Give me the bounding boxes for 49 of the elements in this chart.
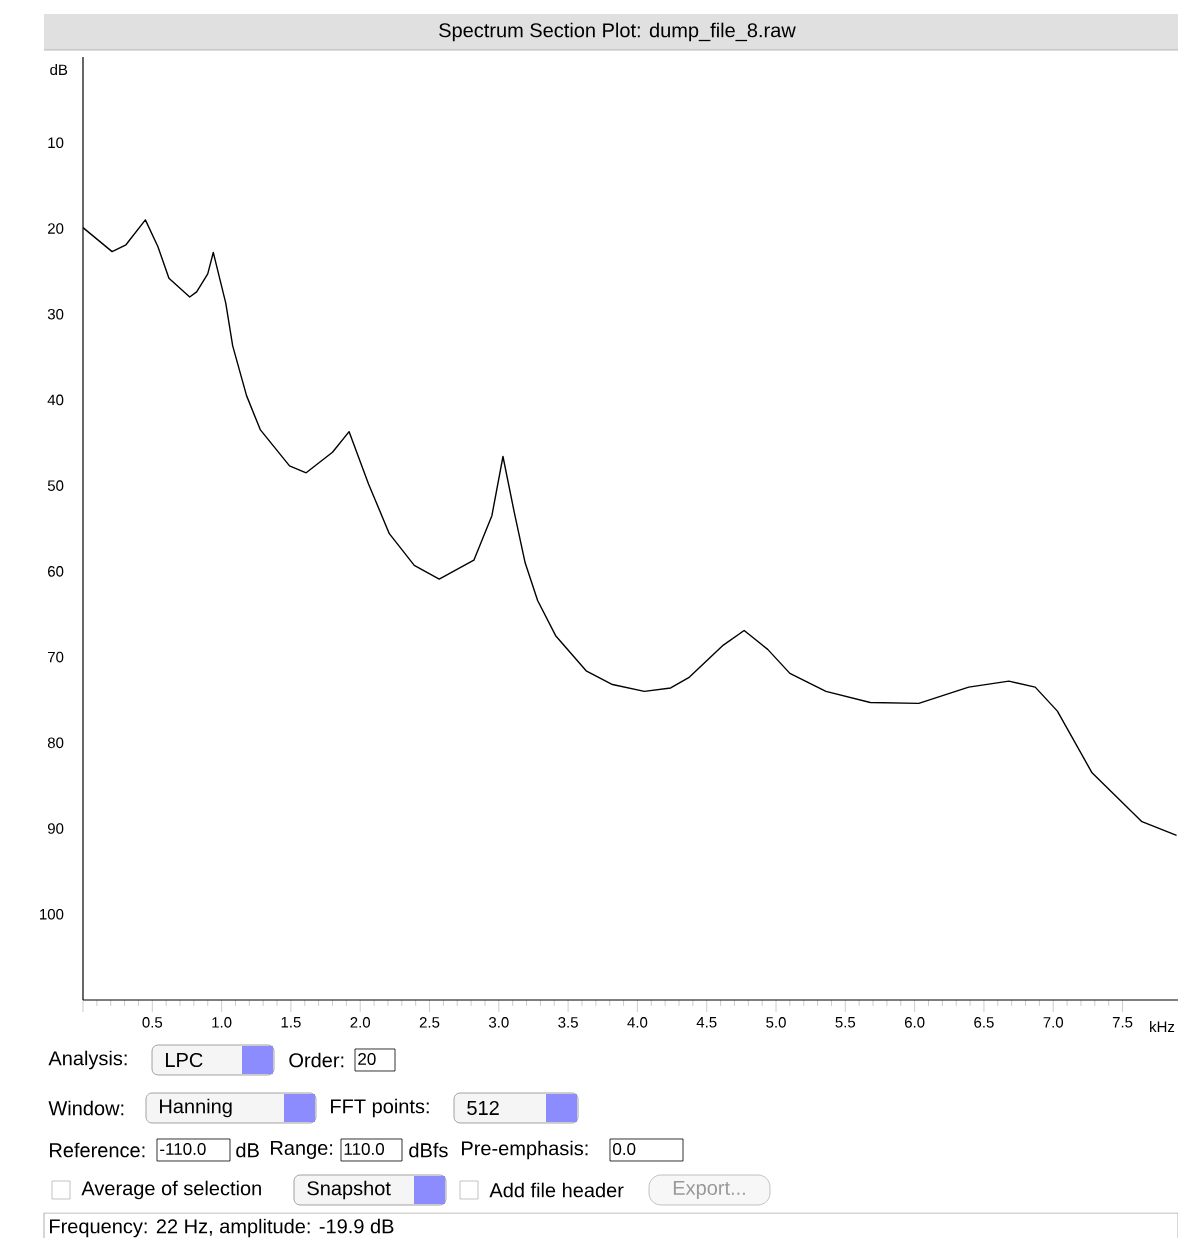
x-tick-label: 5.0: [766, 1017, 786, 1028]
x-axis-title: kHz: [1150, 1021, 1175, 1032]
x-tick-label: 5.5: [835, 1017, 856, 1028]
text: Analysis:: [48, 1050, 127, 1070]
text: LPC: [166, 1052, 203, 1068]
y-tick-label: 20: [48, 223, 64, 234]
x-tick-label: 3.0: [488, 1017, 509, 1028]
x-tick-label: 1.0: [212, 1017, 232, 1028]
text: dB: [236, 1142, 259, 1158]
text: FFT points:: [331, 1098, 429, 1118]
y-tick-label: 70: [48, 651, 64, 663]
text: 20: [358, 1052, 376, 1065]
text: dBfs: [409, 1142, 448, 1158]
y-tick-label: 10: [48, 137, 64, 149]
x-tick-label: 4.5: [696, 1017, 717, 1028]
x-tick-label: 2.0: [350, 1017, 371, 1028]
y-tick-label: 100: [40, 908, 64, 920]
x-tick-label: 6.5: [974, 1017, 994, 1028]
x-tick-label: 7.5: [1112, 1017, 1133, 1028]
text: Range:: [271, 1141, 333, 1159]
text: Order:: [289, 1052, 344, 1068]
text: 110.0: [344, 1142, 385, 1155]
y-tick-label: 90: [47, 823, 64, 834]
text: Pre-emphasis:: [462, 1140, 588, 1160]
text: Frequency: 22 Hz, amplitude: -19.9 dB: [50, 1218, 394, 1238]
x-tick-label: 3.5: [558, 1017, 578, 1028]
x-tick-label: 2.5: [419, 1017, 440, 1028]
y-tick-label: 30: [47, 308, 64, 320]
text: Add file header: [489, 1182, 624, 1198]
chart-title: Spectrum Section Plot: dump_file_8.raw: [439, 22, 796, 42]
x-tick-label: 7.0: [1043, 1017, 1064, 1028]
text: Average of selection: [81, 1180, 261, 1200]
x-tick-label: 6.0: [904, 1017, 925, 1028]
text: Window:: [48, 1100, 124, 1116]
text: Reference:: [50, 1142, 145, 1158]
x-tick-label: 4.0: [627, 1017, 648, 1028]
text: Snapshot: [307, 1180, 391, 1200]
y-axis-title: dB: [50, 64, 68, 76]
y-tick-label: 40: [47, 394, 64, 406]
text: Export...: [673, 1181, 745, 1199]
text: -110.0: [160, 1142, 206, 1155]
y-tick-label: 50: [47, 480, 64, 491]
text: Hanning: [160, 1098, 232, 1118]
text: 0.0: [613, 1142, 636, 1155]
x-tick-label: 0.5: [142, 1017, 163, 1028]
text: 512: [467, 1100, 499, 1116]
y-tick-label: 80: [47, 737, 64, 749]
x-tick-label: 1.5: [281, 1017, 301, 1028]
y-tick-label: 60: [48, 566, 64, 577]
